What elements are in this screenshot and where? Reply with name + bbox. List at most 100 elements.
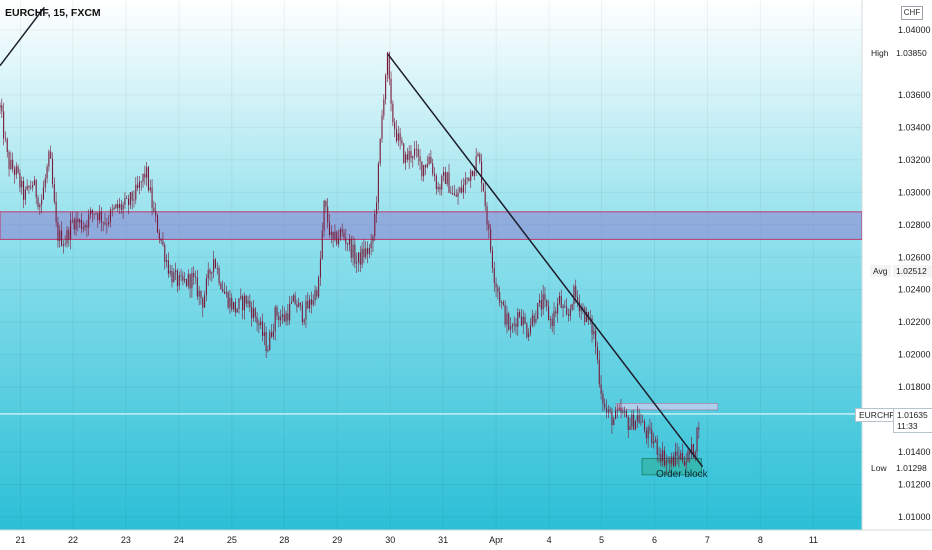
candle-body	[223, 291, 226, 294]
candle-body	[289, 303, 291, 321]
candle-body	[437, 186, 439, 190]
candle-body	[347, 243, 349, 245]
candle-body	[383, 99, 385, 116]
candle-body	[598, 359, 600, 385]
candle-body	[200, 290, 202, 299]
candle-body	[294, 295, 296, 305]
candle-body	[643, 421, 646, 431]
candle-body	[424, 165, 427, 168]
candle-body	[151, 187, 153, 208]
candle-body	[271, 332, 273, 337]
candle-body	[146, 167, 148, 178]
candle-body	[222, 289, 224, 292]
candle-body	[404, 154, 407, 163]
candle-body	[423, 165, 425, 177]
candle-body	[576, 297, 579, 301]
candle-body	[372, 236, 374, 243]
candle-body	[328, 222, 331, 235]
candle-body	[97, 213, 99, 221]
candle-body	[233, 302, 235, 310]
candle-body	[633, 414, 635, 430]
candle-body	[189, 274, 191, 289]
candle-body	[249, 300, 251, 308]
candle-body	[640, 421, 642, 423]
candle-body	[191, 273, 193, 289]
candle-body	[566, 307, 568, 315]
candle-body	[475, 156, 477, 172]
candle-body	[660, 454, 662, 462]
candle-body	[162, 240, 164, 245]
candle-body	[227, 292, 229, 308]
candle-body	[211, 271, 213, 274]
candle-body	[490, 229, 492, 251]
candle-body	[394, 122, 396, 130]
candle-body	[108, 222, 110, 225]
candle-body	[562, 306, 564, 308]
candle-body	[111, 209, 113, 211]
candle-body	[631, 414, 633, 427]
candle-body	[330, 231, 332, 235]
candle-body	[285, 313, 287, 322]
candle-body	[412, 155, 414, 159]
candle-body	[171, 270, 173, 283]
candle-body	[173, 272, 175, 283]
candle-body	[616, 410, 618, 411]
candle-body	[214, 259, 216, 269]
candle-body	[370, 242, 372, 249]
price-tick-label: 1.01800	[898, 382, 931, 392]
candle-body	[548, 306, 550, 320]
candle-body	[582, 307, 584, 309]
candle-body	[339, 229, 341, 239]
low-tag-value: 1.01298	[893, 462, 932, 474]
candle-body	[591, 318, 593, 335]
candle-body	[627, 417, 629, 430]
candle-body	[432, 163, 434, 174]
candle-body	[446, 172, 448, 184]
candle-body	[461, 187, 463, 193]
candle-body	[120, 204, 122, 210]
candle-body	[662, 450, 664, 462]
candle-body	[689, 450, 691, 455]
candle-body	[196, 277, 198, 297]
drawings	[0, 6, 704, 468]
candle-body	[502, 302, 504, 305]
candle-body	[538, 300, 541, 303]
time-tick-label: 28	[279, 535, 289, 545]
candle-body	[6, 139, 8, 152]
candle-body	[397, 133, 399, 141]
time-tick-label: 25	[227, 535, 237, 545]
candle-body	[338, 238, 340, 245]
candle-body	[426, 163, 428, 168]
symbol-title[interactable]: EURCHF, 15, FXCM	[5, 7, 101, 19]
candle-body	[575, 286, 577, 298]
price-tick-label: 1.03400	[898, 122, 931, 132]
candle-body	[30, 187, 32, 189]
candle-body	[176, 270, 178, 286]
candle-body	[513, 323, 515, 326]
candle-body	[685, 461, 687, 466]
candle-body	[481, 161, 483, 184]
candle-body	[3, 111, 5, 139]
candle-body	[354, 244, 356, 264]
candle-body	[24, 189, 26, 200]
time-tick-label: Apr	[489, 535, 503, 545]
candle-body	[683, 461, 685, 466]
candle-body	[261, 321, 264, 336]
price-tick-label: 1.03000	[898, 187, 931, 197]
candle-body	[524, 316, 526, 324]
candle-body	[19, 172, 21, 188]
bar-countdown-tag: 11:33	[893, 420, 932, 433]
candle-body	[61, 230, 63, 246]
candle-body	[131, 192, 133, 201]
candle-body	[64, 243, 66, 245]
plot-background	[0, 0, 862, 530]
candle-body	[517, 312, 519, 327]
candle-body	[247, 300, 249, 304]
candle-body	[193, 273, 195, 278]
currency-label[interactable]: CHF	[901, 6, 923, 20]
trendline	[0, 6, 45, 67]
avg-tag-label: Avg	[870, 265, 891, 277]
candle-body	[135, 184, 137, 200]
candle-body	[278, 315, 280, 321]
